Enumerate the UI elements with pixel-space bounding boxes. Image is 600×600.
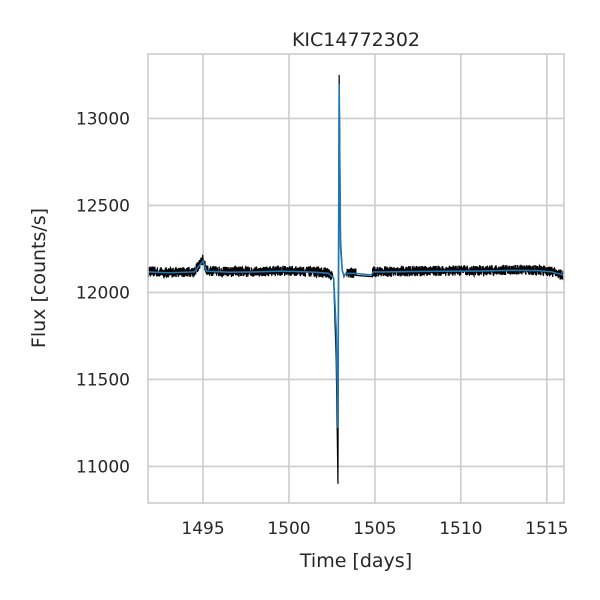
y-tick-label: 11500 — [76, 370, 130, 390]
x-axis-label: Time [days] — [299, 550, 412, 572]
grid-layer — [148, 54, 564, 503]
y-axis-label: Flux [counts/s] — [28, 208, 50, 348]
x-tick-label: 1515 — [525, 519, 568, 539]
y-tick-labels: 11000 11500 12000 12500 13000 — [76, 109, 130, 477]
x-tick-label: 1510 — [439, 519, 482, 539]
x-tick-label: 1500 — [267, 519, 310, 539]
chart-title: KIC14772302 — [292, 29, 420, 51]
x-tick-labels: 1495 1500 1505 1510 1515 — [181, 519, 568, 539]
y-tick-label: 11000 — [76, 457, 130, 477]
x-tick-label: 1505 — [353, 519, 396, 539]
raw-flux-line — [147, 74, 565, 484]
plot-frame — [147, 53, 565, 504]
x-tick-label: 1495 — [181, 519, 224, 539]
y-tick-label: 12500 — [76, 196, 130, 216]
data-layer — [147, 74, 565, 484]
trend-flux-line — [147, 83, 565, 429]
y-tick-label: 12000 — [76, 283, 130, 303]
y-tick-label: 13000 — [76, 109, 130, 129]
